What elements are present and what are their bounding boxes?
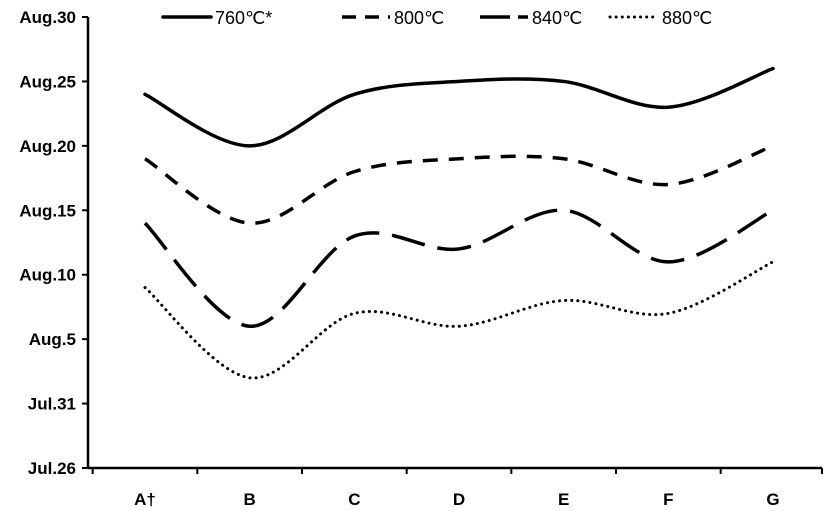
legend: 760℃* 800℃ 840℃ 880℃ (161, 8, 712, 28)
tick-group: Jul.26 Jul.31 Aug.5 Aug.10 Aug.15 Aug.20 Aug.2… (19, 8, 823, 509)
y-tick-label: Jul.31 (28, 395, 76, 414)
y-tick-label: Aug.15 (19, 201, 76, 220)
x-tick-label: B (244, 490, 256, 509)
legend-label: 880℃ (662, 8, 712, 28)
series-line-4 (143, 260, 775, 380)
x-tick-label: G (766, 490, 779, 509)
y-tick-label: Aug.30 (19, 8, 76, 27)
x-tick-label: A† (134, 490, 156, 509)
x-tick-label: D (453, 490, 465, 509)
legend-label: 800℃ (394, 8, 444, 28)
x-tick-label: C (348, 490, 360, 509)
series-line-3 (143, 208, 774, 329)
x-tick-label: E (558, 490, 569, 509)
y-tick-label: Aug.10 (19, 266, 76, 285)
y-tick-label: Aug.25 (19, 72, 76, 91)
series-line-2 (144, 144, 774, 225)
series-group (143, 66, 775, 380)
y-tick-label: Aug.20 (19, 137, 76, 156)
x-tick-label: F (663, 490, 673, 509)
y-tick-label: Jul.26 (28, 459, 76, 478)
axes (86, 17, 822, 470)
legend-label: 840℃ (532, 8, 582, 28)
series-line-1 (143, 66, 775, 148)
y-tick-label: Aug.5 (29, 330, 76, 349)
legend-label: 760℃* (215, 8, 272, 28)
